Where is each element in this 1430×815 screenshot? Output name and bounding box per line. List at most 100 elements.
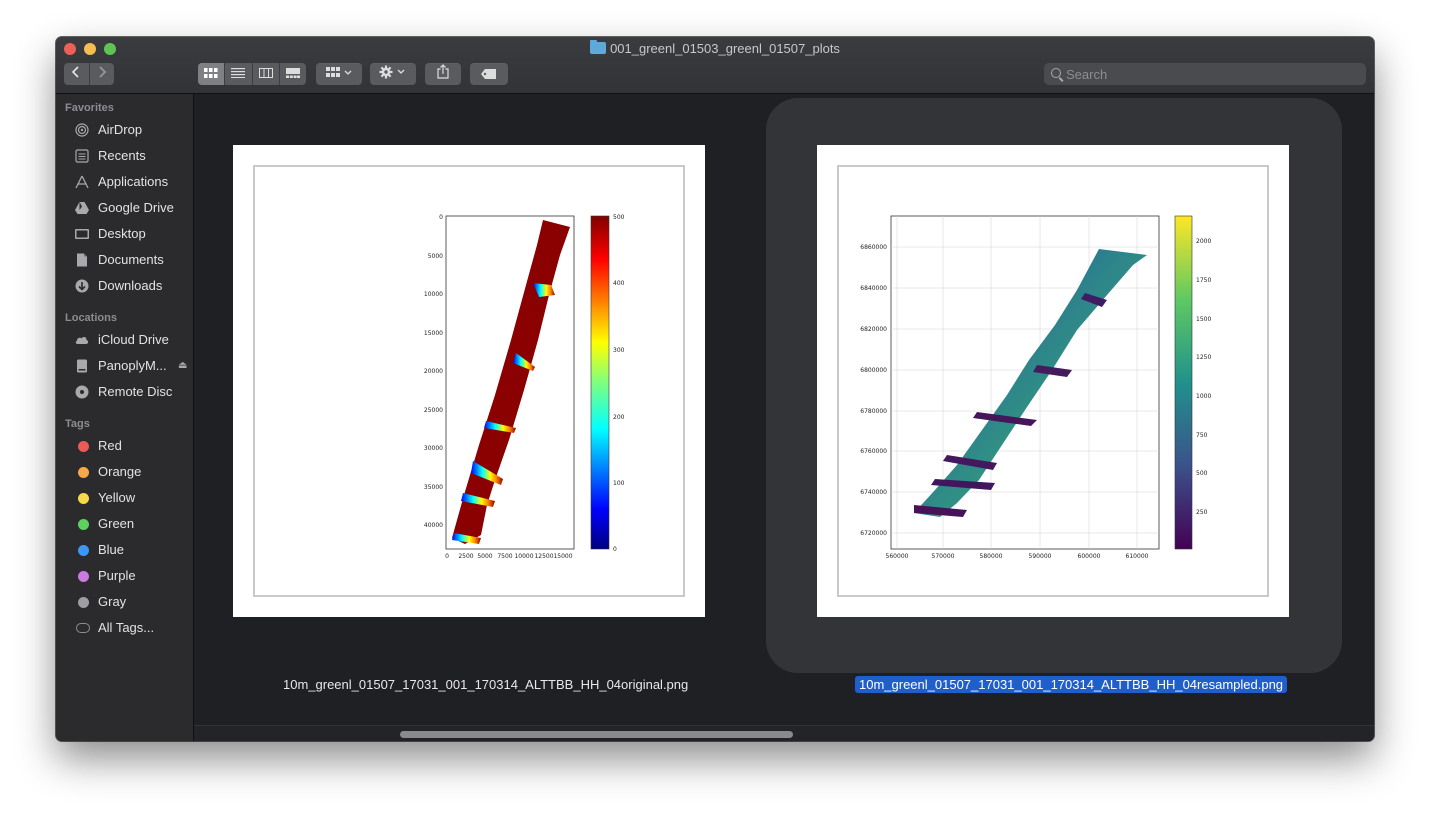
applications-icon bbox=[75, 175, 89, 189]
sidebar-item-label: Downloads bbox=[98, 278, 163, 293]
y-tick: 35000 bbox=[424, 484, 443, 491]
chevron-left-icon bbox=[72, 66, 79, 78]
resampled-plot-image: 6860000 6840000 6820000 6800000 6780000 … bbox=[860, 215, 1211, 560]
colorbar bbox=[1174, 215, 1193, 550]
colorbar-tick: 500 bbox=[613, 214, 625, 221]
list-view-button[interactable] bbox=[225, 63, 253, 85]
sidebar-item-tag-blue[interactable]: Blue bbox=[56, 538, 193, 562]
eject-icon[interactable]: ⏏ bbox=[178, 360, 188, 371]
sidebar-item-google-drive[interactable]: Google Drive bbox=[56, 196, 193, 220]
x-tick: 580000 bbox=[980, 553, 1003, 560]
colorbar-tick: 500 bbox=[1196, 470, 1208, 477]
band bbox=[943, 455, 997, 470]
all-tags-icon bbox=[76, 623, 90, 633]
tag-dot-icon bbox=[78, 519, 89, 530]
colorbar-tick: 250 bbox=[1196, 509, 1208, 516]
x-tick: 10000 bbox=[514, 553, 533, 560]
file-name-resampled[interactable]: 10m_greenl_01507_17031_001_170314_ALTTBB… bbox=[855, 676, 1288, 693]
tag-dot-icon bbox=[78, 467, 89, 478]
file-thumbnail-original[interactable]: 0 5000 10000 15000 20000 25000 30000 350… bbox=[233, 145, 705, 617]
y-tick: 6760000 bbox=[860, 448, 887, 455]
y-tick: 10000 bbox=[424, 291, 443, 298]
file-thumbnail-resampled[interactable]: 6860000 6840000 6820000 6800000 6780000 … bbox=[817, 145, 1289, 617]
x-tick: 7500 bbox=[497, 553, 512, 560]
x-tick: 590000 bbox=[1029, 553, 1052, 560]
data-strip bbox=[914, 249, 1147, 517]
scrollbar-thumb[interactable] bbox=[400, 731, 793, 738]
chevron-right-icon bbox=[99, 66, 106, 78]
sidebar-item-tag-orange[interactable]: Orange bbox=[56, 460, 193, 484]
group-grid-icon bbox=[326, 67, 352, 77]
search-field[interactable] bbox=[1044, 63, 1366, 85]
airdrop-icon bbox=[75, 123, 89, 137]
band bbox=[484, 421, 516, 433]
column-view-button[interactable] bbox=[253, 63, 280, 85]
list-icon bbox=[231, 68, 246, 79]
tag-dot-icon bbox=[78, 545, 89, 556]
sidebar-item-tag-green[interactable]: Green bbox=[56, 512, 193, 536]
share-button[interactable] bbox=[425, 63, 461, 85]
sidebar-item-tag-purple[interactable]: Purple bbox=[56, 564, 193, 588]
sidebar-item-label: Purple bbox=[98, 568, 136, 583]
band bbox=[452, 533, 481, 544]
title-bar: 001_greenl_01503_greenl_01507_plots bbox=[56, 37, 1374, 94]
icon-view-button[interactable] bbox=[198, 63, 226, 85]
colorbar-tick: 1750 bbox=[1196, 277, 1211, 284]
sidebar-item-label: Google Drive bbox=[98, 200, 174, 215]
sidebar-item-icloud-drive[interactable]: iCloud Drive bbox=[56, 328, 193, 352]
sidebar-item-all-tags[interactable]: All Tags... bbox=[56, 616, 193, 640]
y-tick: 6800000 bbox=[860, 367, 887, 374]
sidebar: Favorites AirDrop Recents Applications G… bbox=[56, 94, 194, 741]
documents-icon bbox=[77, 253, 87, 267]
sidebar-item-label: Orange bbox=[98, 464, 142, 479]
sidebar-item-tag-yellow[interactable]: Yellow bbox=[56, 486, 193, 510]
sidebar-item-documents[interactable]: Documents bbox=[56, 248, 193, 272]
sidebar-item-remote-disc[interactable]: Remote Disc bbox=[56, 380, 193, 404]
sidebar-item-label: Red bbox=[98, 438, 122, 453]
y-tick: 6840000 bbox=[860, 285, 887, 292]
search-input[interactable] bbox=[1066, 63, 1356, 85]
sidebar-item-tag-red[interactable]: Red bbox=[56, 434, 193, 458]
horizontal-scrollbar[interactable] bbox=[194, 725, 1374, 741]
sidebar-item-desktop[interactable]: Desktop bbox=[56, 222, 193, 246]
back-button[interactable] bbox=[64, 63, 90, 85]
sidebar-item-downloads[interactable]: Downloads bbox=[56, 274, 193, 298]
y-tick: 30000 bbox=[424, 445, 443, 452]
band bbox=[533, 283, 555, 297]
share-icon bbox=[437, 64, 449, 79]
zoom-window-button[interactable] bbox=[104, 43, 116, 55]
colorbar-tick: 0 bbox=[613, 546, 617, 553]
minimize-window-button[interactable] bbox=[84, 43, 96, 55]
sidebar-item-label: Documents bbox=[98, 252, 164, 267]
sidebar-item-applications[interactable]: Applications bbox=[56, 170, 193, 194]
colorbar-tick: 1250 bbox=[1196, 354, 1211, 361]
group-by-button[interactable] bbox=[316, 63, 362, 85]
band bbox=[513, 353, 535, 371]
recents-icon bbox=[75, 149, 89, 163]
icloud-icon bbox=[75, 336, 89, 344]
action-menu-button[interactable] bbox=[370, 63, 416, 85]
plot-axes bbox=[445, 215, 575, 550]
data-strip bbox=[452, 220, 570, 544]
file-name-original[interactable]: 10m_greenl_01507_17031_001_170314_ALTTBB… bbox=[283, 677, 689, 692]
window-title: 001_greenl_01503_greenl_01507_plots bbox=[56, 40, 1374, 57]
y-tick: 6720000 bbox=[860, 530, 887, 537]
downloads-icon bbox=[75, 279, 89, 293]
file-browser: 0 5000 10000 15000 20000 25000 30000 350… bbox=[194, 94, 1374, 741]
sidebar-item-panoply[interactable]: PanoplyM... ⏏ bbox=[56, 354, 193, 378]
sidebar-item-recents[interactable]: Recents bbox=[56, 144, 193, 168]
sidebar-item-label: Green bbox=[98, 516, 135, 531]
x-tick: 610000 bbox=[1126, 553, 1149, 560]
grid-lines bbox=[891, 216, 1159, 549]
edit-tags-button[interactable] bbox=[470, 63, 508, 85]
locations-header: Locations bbox=[65, 312, 117, 324]
sidebar-item-tag-gray[interactable]: Gray bbox=[56, 590, 193, 614]
y-tick-labels: 0 5000 10000 15000 20000 25000 30000 350… bbox=[424, 214, 443, 529]
gallery-view-button[interactable] bbox=[280, 63, 306, 85]
forward-button[interactable] bbox=[90, 63, 115, 85]
close-window-button[interactable] bbox=[64, 43, 76, 55]
colorbar bbox=[590, 215, 610, 550]
sidebar-item-airdrop[interactable]: AirDrop bbox=[56, 118, 193, 142]
band bbox=[471, 461, 503, 485]
x-tick-labels: 560000 570000 580000 590000 600000 61000… bbox=[886, 553, 1149, 560]
